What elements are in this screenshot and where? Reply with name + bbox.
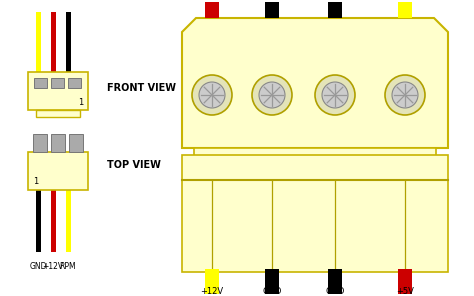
Bar [68, 78, 81, 88]
Text: RPM: RPM [60, 262, 76, 271]
Circle shape [322, 82, 348, 108]
Bar [28, 72, 88, 110]
Text: 1: 1 [78, 98, 83, 107]
Bar [51, 134, 65, 152]
Bar [265, 269, 279, 294]
Bar [205, 2, 219, 18]
Bar [36, 190, 41, 252]
Bar [51, 78, 64, 88]
Text: GND: GND [262, 287, 282, 296]
Bar [265, 2, 279, 18]
Bar [34, 78, 47, 88]
Bar [328, 269, 342, 294]
Bar [398, 269, 412, 294]
Bar [398, 2, 412, 18]
Bar [194, 148, 436, 160]
Circle shape [315, 75, 355, 115]
Text: +5V: +5V [396, 287, 414, 296]
Text: TOP VIEW: TOP VIEW [107, 160, 161, 170]
Text: 1: 1 [33, 177, 38, 186]
Polygon shape [182, 18, 448, 148]
Bar [205, 269, 219, 294]
Circle shape [259, 82, 285, 108]
Circle shape [385, 75, 425, 115]
Text: +12V: +12V [43, 262, 64, 271]
Circle shape [192, 75, 232, 115]
Bar [51, 12, 56, 72]
Text: GND: GND [29, 262, 47, 271]
Bar [66, 190, 71, 252]
Bar [28, 152, 88, 190]
Circle shape [252, 75, 292, 115]
Bar [328, 2, 342, 18]
Text: +12V: +12V [201, 287, 224, 296]
Bar [33, 134, 47, 152]
Text: GND: GND [325, 287, 345, 296]
Bar [69, 134, 83, 152]
Bar [36, 12, 41, 72]
Circle shape [199, 82, 225, 108]
Bar [66, 12, 71, 72]
Bar [36, 110, 80, 117]
Bar [182, 155, 448, 180]
Bar [51, 190, 56, 252]
Circle shape [392, 82, 418, 108]
Bar [182, 180, 448, 272]
Text: FRONT VIEW: FRONT VIEW [107, 83, 176, 93]
